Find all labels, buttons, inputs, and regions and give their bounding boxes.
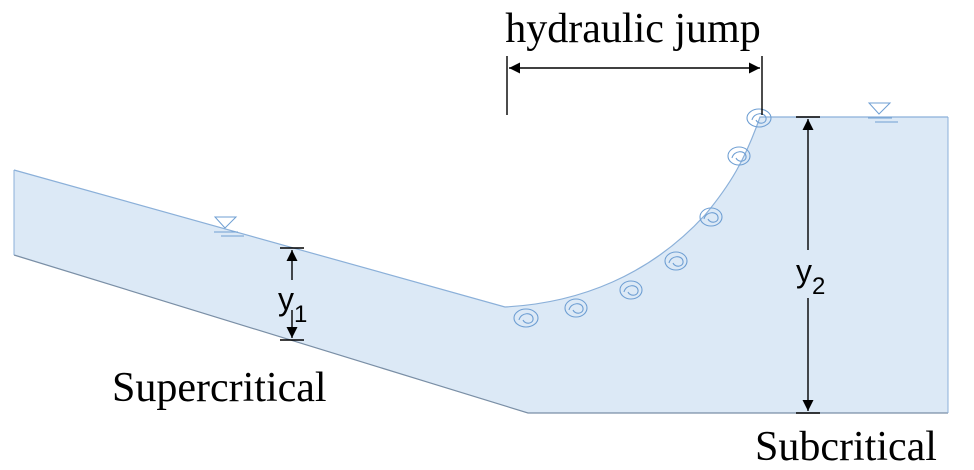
- y2-base: y: [796, 253, 812, 289]
- y2-subscript: 2: [812, 273, 825, 300]
- hydraulic-jump-dimension: [506, 56, 763, 115]
- roller-symbols: [513, 108, 772, 328]
- y1-base: y: [278, 281, 294, 317]
- water-surface-symbol-right: [867, 102, 898, 123]
- subcritical-label: Subcritical: [755, 424, 937, 465]
- y1-subscript: 1: [294, 301, 307, 328]
- water-body: [14, 117, 948, 413]
- supercritical-label: Supercritical: [112, 365, 327, 411]
- y2-label: y2: [796, 253, 825, 300]
- y1-label: y1: [278, 281, 307, 328]
- roller-4: [664, 251, 688, 271]
- water-surface-symbol-left: [213, 216, 244, 237]
- roller-3: [619, 280, 643, 300]
- roller-7: [746, 108, 772, 128]
- y2-dimension: [796, 116, 820, 414]
- roller-6: [727, 146, 751, 166]
- roller-2: [564, 298, 588, 318]
- roller-5: [699, 207, 723, 227]
- hydraulic-jump-label: hydraulic jump: [505, 6, 760, 52]
- roller-1: [513, 308, 539, 328]
- y1-dimension: [280, 247, 304, 341]
